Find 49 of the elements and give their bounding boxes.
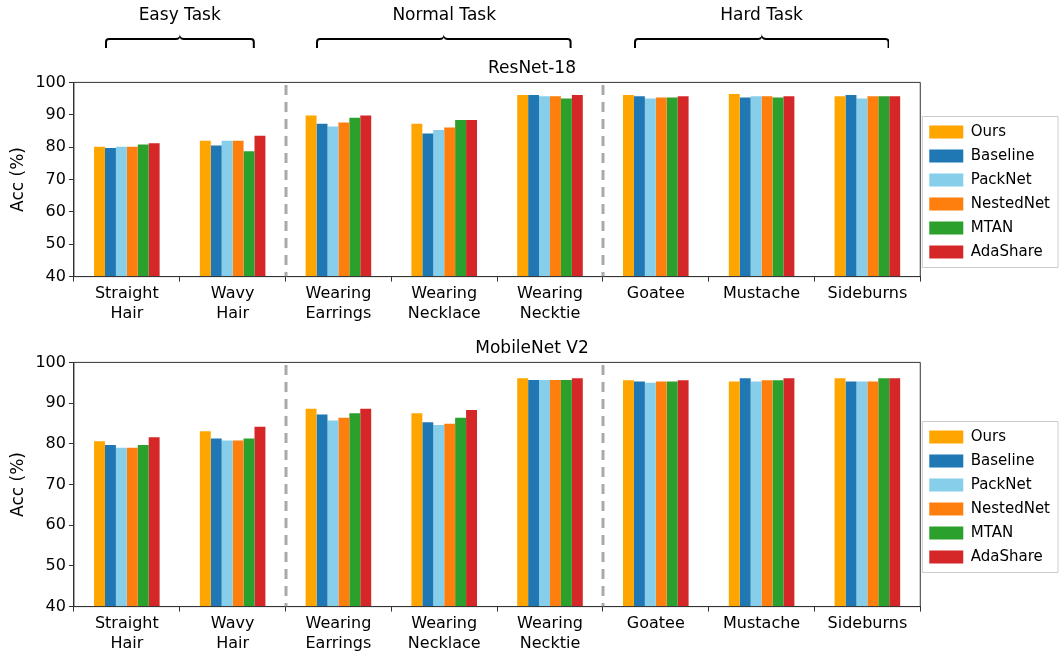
text: Hard Task [720,4,803,24]
y-tick-label: 40 [45,265,66,285]
x-tick-label: Straight Hair [94,283,159,322]
x-tick-label: Wearing Necktie [517,283,583,322]
y-tick-label: 80 [45,136,66,156]
legend-label: Baseline [970,450,1035,469]
legend-label: Ours [970,121,1007,140]
x-tick-label: Goatee [626,283,685,303]
y-tick-label: 100 [35,351,66,371]
legend-label: Ours [970,426,1007,445]
x-tick-label: Wearing Earrings [305,283,372,322]
y-axis-title: Acc (%) [6,147,27,212]
y-tick-label: 60 [45,201,66,221]
legend-label: NestedNet [970,498,1051,517]
y-tick-label: 70 [45,473,66,493]
legend-label: MTAN [970,522,1014,541]
legend-label: NestedNet [970,193,1051,212]
x-tick-label: Straight Hair [94,613,159,652]
x-tick-label: Wavy Hair [210,613,255,652]
y-tick-label: 90 [45,392,66,412]
legend-label: PackNet [970,474,1032,493]
legend-label: Baseline [970,145,1035,164]
x-tick-label: Wearing Necklace [407,613,481,652]
y-tick-label: 50 [45,555,66,575]
x-tick-label: Goatee [626,613,685,633]
chart-title: MobileNet V2 [475,336,589,357]
x-tick-label: Wearing Necklace [407,283,481,322]
y-tick-label: 60 [45,514,66,534]
y-tick-label: 100 [35,71,66,91]
x-tick-label: Wavy Hair [210,283,255,322]
legend-label: MTAN [970,217,1014,236]
y-tick-label: 90 [45,103,66,123]
y-tick-label: 50 [45,233,66,253]
text: Normal Task [392,4,497,24]
y-tick-label: 40 [45,595,66,615]
chart-title: ResNet-18 [488,56,576,77]
x-tick-label: Sideburns [827,283,908,303]
y-axis-title: Acc (%) [6,452,27,517]
x-tick-label: Mustache [723,283,801,303]
x-tick-label: Wearing Necktie [517,613,583,652]
y-tick-label: 80 [45,432,66,452]
legend-label: PackNet [970,169,1032,188]
x-tick-label: Mustache [723,613,801,633]
legend-label: AdaShare [970,546,1043,565]
text: Easy Task [138,4,221,24]
legend-label: AdaShare [970,241,1043,260]
x-tick-label: Sideburns [827,613,908,633]
x-tick-label: Wearing Earrings [305,613,372,652]
y-tick-label: 70 [45,168,66,188]
